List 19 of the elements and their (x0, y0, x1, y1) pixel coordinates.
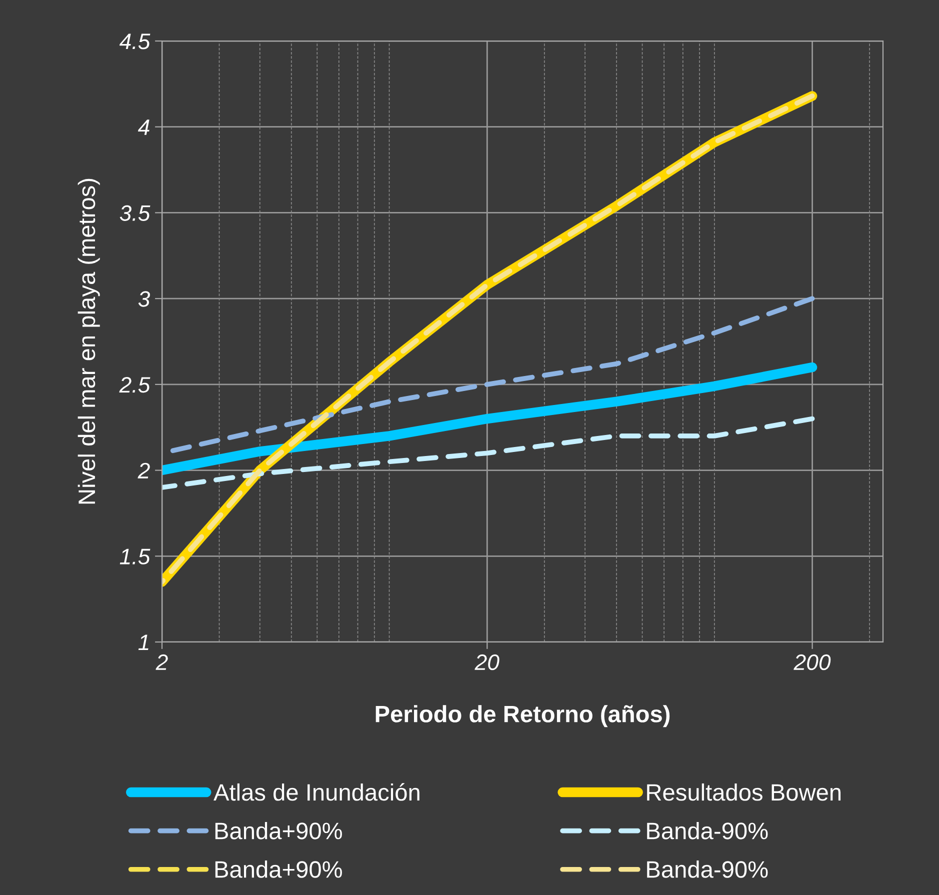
y-tick-label: 3 (138, 291, 150, 307)
legend-label: Banda-90% (647, 860, 768, 878)
y-tick-label: 2.5 (119, 376, 150, 393)
x-tick-label: 2 (156, 654, 168, 670)
y-tick-label: 1 (138, 634, 148, 650)
legend-label: Banda-90% (647, 822, 768, 840)
y-tick-label: 4 (138, 120, 150, 135)
y-axis-title: Nivel del mar en playa (metros) (78, 178, 100, 504)
x-axis-title: Periodo de Retorno (años) (376, 705, 670, 728)
legend-label: Banda+90% (215, 822, 342, 840)
x-tick-label: 20 (474, 654, 500, 670)
y-tick-label: 2 (138, 462, 150, 478)
legend-label: Banda+90% (215, 860, 342, 878)
y-tick-label: 3.5 (120, 205, 150, 221)
x-tick-label: 200 (794, 654, 831, 670)
legend-label: Atlas de Inundación (214, 783, 420, 801)
legend-label: Resultados Bowen (647, 783, 841, 801)
y-tick-label: 4.5 (119, 34, 150, 50)
y-tick-label: 1.5 (120, 548, 150, 564)
